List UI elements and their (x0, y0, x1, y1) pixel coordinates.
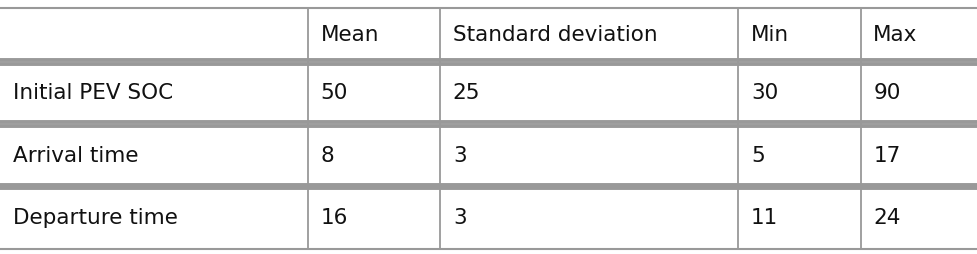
Text: Initial PEV SOC: Initial PEV SOC (13, 83, 173, 103)
Text: Standard deviation: Standard deviation (452, 25, 657, 45)
Text: 30: 30 (750, 83, 778, 103)
Text: 17: 17 (872, 146, 900, 166)
Text: 90: 90 (872, 83, 900, 103)
Text: Mean: Mean (320, 25, 379, 45)
Text: 50: 50 (320, 83, 348, 103)
Text: Max: Max (872, 25, 916, 45)
Text: 8: 8 (320, 146, 334, 166)
Text: Departure time: Departure time (13, 208, 178, 228)
Text: Arrival time: Arrival time (13, 146, 138, 166)
Text: 24: 24 (872, 208, 900, 228)
Text: 16: 16 (320, 208, 348, 228)
Text: 3: 3 (452, 146, 466, 166)
Text: 3: 3 (452, 208, 466, 228)
Text: Min: Min (750, 25, 788, 45)
Text: 11: 11 (750, 208, 778, 228)
Text: 5: 5 (750, 146, 764, 166)
Text: 25: 25 (452, 83, 480, 103)
